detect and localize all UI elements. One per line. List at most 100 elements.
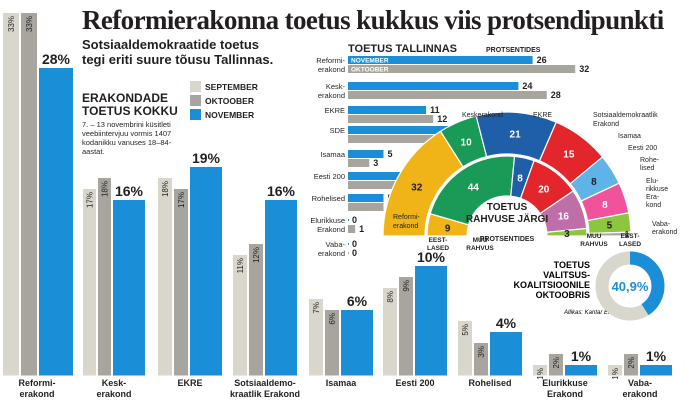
bar-september-5 [383, 288, 397, 376]
bar-oktoober-7 [549, 354, 563, 376]
category-label-8-1: erakond [622, 389, 657, 399]
nationality-title-line1: TOETUS [487, 202, 528, 213]
ring-label-15: erakond [393, 223, 418, 230]
ring-label-0: Keskerakond [462, 112, 503, 119]
bar-label-september-4: 7% [312, 302, 321, 314]
ring-1-segment-5 [546, 227, 588, 237]
nationality-unit: PROTSENTIDES [480, 236, 535, 243]
tallinn-value-oktoober-2: 12 [437, 114, 447, 124]
category-label-0-0: Reformi- [18, 378, 55, 388]
legend-september: SEPTEMBER [190, 81, 258, 92]
bar-september-0 [3, 13, 19, 376]
tallinn-category-5-0: Eesti 200 [314, 172, 345, 181]
coalition-donut: 40,9% [595, 251, 665, 321]
ring-label-13: erakond [652, 229, 677, 236]
tallinn-value-oktoober-7: 1 [359, 224, 364, 234]
tallinn-inbar-label-1: OKTOOBER [351, 67, 389, 74]
category-label-5-0: Eesti 200 [395, 378, 434, 388]
tallinn-bar-november-0 [348, 56, 533, 64]
tallinn-category-1-1: erakond [318, 91, 345, 100]
tallinn-bar-november-2 [348, 106, 427, 114]
category-label-3-0: Sotsiaaldemo- [234, 378, 296, 388]
ring-name-0: EEST- [429, 237, 448, 244]
legend-label-september: SEPTEMBER [205, 81, 258, 92]
category-label-1-1: erakond [96, 389, 131, 399]
legend-swatch-oktoober [190, 95, 201, 106]
tallinn-title: TOETUS TALLINNAS [348, 43, 457, 55]
bar-november-1 [113, 200, 145, 376]
bar-label-september-1: 17% [86, 192, 95, 208]
bar-september-1 [83, 189, 96, 376]
bar-oktoober-8 [624, 354, 638, 376]
ring-label-10: Era- [646, 194, 660, 201]
ring-label-2: Sotsiaaldemokraatlik [593, 112, 658, 119]
bar-label-november-0: 28% [42, 51, 71, 67]
ring-name-7: LASED [619, 241, 641, 248]
category-label-1-0: Kesk- [102, 378, 127, 388]
tallinn-bar-oktoober-4 [348, 159, 370, 167]
bar-oktoober-2 [174, 189, 188, 376]
bar-label-oktoober-2: 17% [177, 192, 186, 208]
legend-oktoober: OKTOOBER [190, 95, 254, 106]
bar-november-7 [565, 365, 597, 376]
bar-september-7 [533, 365, 547, 376]
category-label-7-0: Elurikkuse [542, 378, 588, 388]
coalition-line4: OKTOOBRIS [536, 290, 590, 300]
ring-label-12: Vaba- [652, 221, 671, 228]
ring-label-14: Reformi- [393, 214, 421, 221]
tallinn-bar-november-7 [348, 219, 349, 221]
ring-label-8: Elu- [646, 178, 659, 185]
bar-label-september-0: 33% [7, 16, 16, 32]
tallinn-category-7-0: Elurikkuse [310, 216, 345, 225]
survey-note: 7. – 13 novembrini küsitleti veebiinterv… [82, 120, 172, 156]
bar-label-september-7: 1% [536, 368, 545, 380]
ring-label-11: kond [646, 202, 661, 209]
bar-november-6 [490, 332, 522, 376]
headline: Reformierakonna toetus kukkus viis prots… [82, 5, 664, 35]
ring-name-1: LASED [427, 245, 449, 252]
coalition-line2: VALITSUS- [543, 270, 590, 280]
bar-november-8 [640, 365, 672, 376]
tallinn-category-0-1: erakond [318, 65, 345, 74]
subheadline: Sotsiaaldemokraatide toetus tegi eriti s… [82, 37, 274, 67]
tallinn-bar-oktoober-6 [348, 203, 384, 211]
bar-label-oktoober-5: 9% [402, 280, 411, 292]
ring-label-7: lised [640, 165, 655, 172]
category-label-6-0: Rohelised [468, 378, 511, 388]
overall-title-line1: ERAKONDADE [82, 91, 169, 105]
tallinn-bar-oktoober-0 [348, 65, 576, 73]
category-label-7-1: Erakond [547, 389, 583, 399]
legend-swatch-september [190, 81, 201, 92]
ring-0-value-4: 8 [591, 177, 597, 188]
category-label-4-0: Isamaa [326, 378, 358, 388]
bar-label-oktoober-1: 18% [101, 181, 110, 197]
ring-0-value-3: 15 [563, 150, 575, 161]
overall-title-line2: TOETUS KOKKU [82, 104, 178, 118]
bar-september-2 [158, 178, 172, 376]
bar-label-november-8: 1% [646, 348, 667, 364]
ring-1-value-3: 20 [538, 185, 550, 196]
bar-label-november-4: 6% [347, 293, 368, 309]
tallinn-value-oktoober-0: 32 [579, 64, 589, 74]
category-label-8-0: Vaba- [628, 378, 652, 388]
ring-label-6: Rohe- [640, 157, 660, 164]
tallinn-value-oktoober-4: 3 [373, 158, 378, 168]
ring-label-3: Erakond [593, 121, 619, 128]
ring-name-5: RAHVUS [580, 241, 608, 248]
tallinn-value-oktoober-8: 0 [352, 248, 357, 258]
donut-value-label: 40,9% [612, 279, 649, 294]
tallinn-category-1-0: Kesk- [326, 82, 346, 91]
tallinn-bar-november-4 [348, 150, 384, 158]
ring-0-segment-7 [588, 231, 632, 237]
tallinn-category-8-0: Vaba- [326, 240, 346, 249]
tallinn-unit: PROTSENTIDES [486, 47, 541, 54]
bar-label-september-6: 5% [461, 324, 470, 336]
bar-november-5 [415, 266, 447, 376]
category-label-2-0: EKRE [177, 378, 202, 388]
ring-label-4: Isamaa [618, 133, 641, 140]
tallinn-value-november-8: 0 [352, 239, 357, 249]
tallinn-bar-november-6 [348, 194, 384, 202]
bar-november-4 [341, 310, 373, 376]
tallinn-category-6-0: Rohelised [312, 194, 345, 203]
bar-oktoober-4 [325, 310, 339, 376]
